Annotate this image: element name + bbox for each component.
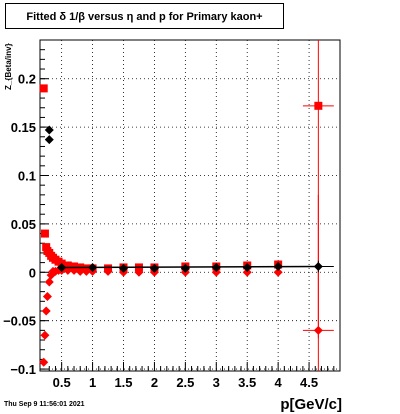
- y-tick-label: 0.1: [18, 168, 36, 183]
- marker-layer: [39, 84, 323, 367]
- data-point-diamond: [134, 267, 144, 277]
- x-tick-label: 3: [213, 375, 220, 390]
- y-tick-label: −0.05: [3, 314, 36, 329]
- y-tick-label: 0: [29, 265, 36, 280]
- y-tick-label: −0.1: [10, 362, 36, 377]
- data-point-diamond: [44, 135, 54, 145]
- data-point-square: [314, 101, 323, 110]
- data-point-diamond: [313, 325, 323, 335]
- data-point-diamond: [44, 277, 54, 287]
- plot-area: [39, 39, 341, 372]
- footer-timestamp: Thu Sep 9 11:56:01 2021: [4, 401, 85, 408]
- data-point-diamond: [103, 266, 113, 276]
- data-point-square: [39, 84, 48, 93]
- x-tick-label: 4: [275, 375, 283, 390]
- data-point-diamond: [39, 357, 49, 367]
- data-point-diamond: [242, 267, 252, 277]
- x-axis-title: p[GeV/c]: [280, 396, 342, 413]
- y-tick-label: 0.05: [11, 217, 36, 232]
- y-tick-label: 0.2: [18, 72, 36, 87]
- x-tick-label: 0.5: [53, 375, 71, 390]
- label-layer: 0.5 1 1.5 2 2.5 3 3.5 4 4.5 −0.1 −0.05 0 0.05 0.1 0.15…: [3, 72, 318, 390]
- data-point-square: [40, 229, 49, 238]
- data-point-diamond: [42, 291, 52, 301]
- data-point-diamond: [119, 263, 129, 273]
- x-tick-label: 2.5: [176, 375, 194, 390]
- x-tick-label: 1.5: [114, 375, 132, 390]
- data-point-diamond: [75, 266, 85, 276]
- series-line: [61, 265, 319, 269]
- x-tick-label: 2: [151, 375, 158, 390]
- data-point-diamond: [211, 267, 221, 277]
- x-tick-label: 4.5: [300, 375, 318, 390]
- data-point-diamond: [273, 267, 283, 277]
- data-point-diamond: [40, 330, 50, 340]
- data-point-diamond: [149, 263, 159, 273]
- x-tick-label: 1: [89, 375, 96, 390]
- data-point-square: [63, 261, 72, 270]
- data-point-diamond: [44, 125, 54, 135]
- data-point-diamond: [180, 263, 190, 273]
- data-point-diamond: [41, 306, 51, 316]
- data-point-diamond: [81, 266, 91, 276]
- y-tick-label: 0.15: [11, 120, 36, 135]
- y-axis-title: Z_{Beta/inv}: [4, 43, 13, 90]
- x-tick-label: 3.5: [238, 375, 256, 390]
- chart-title: Fitted δ 1/β versus η and p for Primary …: [5, 3, 284, 29]
